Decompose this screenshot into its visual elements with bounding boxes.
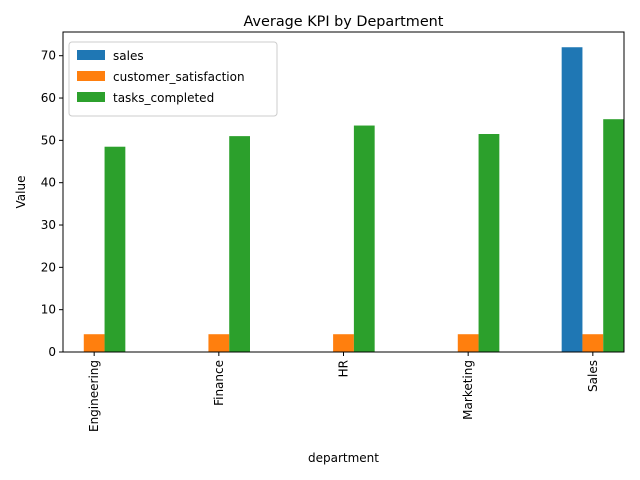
bar-customer-satisfaction-sales <box>582 334 604 352</box>
legend-swatch-sales <box>77 50 105 60</box>
bar-customer-satisfaction-finance <box>208 334 230 352</box>
y-tick-label: 0 <box>48 345 56 359</box>
x-axis-label: department <box>308 451 379 465</box>
y-tick-label: 70 <box>41 49 56 63</box>
x-tick-label-hr: HR <box>337 360 351 377</box>
y-tick-label: 10 <box>41 303 56 317</box>
x-tick-label-sales: Sales <box>586 360 600 392</box>
bar-tasks-completed-sales <box>603 119 624 352</box>
x-tick-label-engineering: Engineering <box>87 360 101 432</box>
x-tick-label-finance: Finance <box>212 360 226 406</box>
bars-layer <box>83 47 624 353</box>
bar-tasks-completed-hr <box>353 125 375 352</box>
legend-label-customer-satisfaction: customer_satisfaction <box>113 70 245 84</box>
bar-tasks-completed-marketing <box>478 134 500 352</box>
y-tick-label: 50 <box>41 133 56 147</box>
chart-title: Average KPI by Department <box>244 14 444 30</box>
y-tick-label: 20 <box>41 260 56 274</box>
y-tick-label: 40 <box>41 176 56 190</box>
y-axis-label: Value <box>14 176 28 209</box>
y-tick-label: 60 <box>41 91 56 105</box>
bar-sales-sales <box>561 47 583 353</box>
x-axis: Engineering Finance HR Marketing Sales <box>87 352 600 432</box>
bar-customer-satisfaction-marketing <box>457 334 479 352</box>
legend-swatch-tasks-completed <box>77 92 105 102</box>
bar-tasks-completed-finance <box>229 136 250 352</box>
plot-frame <box>62 31 625 353</box>
legend-label-tasks-completed: tasks_completed <box>113 91 214 105</box>
legend-swatch-customer-satisfaction <box>77 71 105 81</box>
y-tick-label: 30 <box>41 218 56 232</box>
legend-label-sales: sales <box>113 49 144 63</box>
x-tick-label-marketing: Marketing <box>461 360 475 420</box>
legend-box <box>68 41 278 117</box>
bar-customer-satisfaction-engineering <box>83 334 105 352</box>
bar-tasks-completed-engineering <box>104 146 126 352</box>
legend: sales customer_satisfaction tasks_complete… <box>68 41 278 117</box>
y-axis: 0 10 20 30 40 50 60 70 <box>41 49 63 359</box>
bar-customer-satisfaction-hr <box>333 334 354 352</box>
